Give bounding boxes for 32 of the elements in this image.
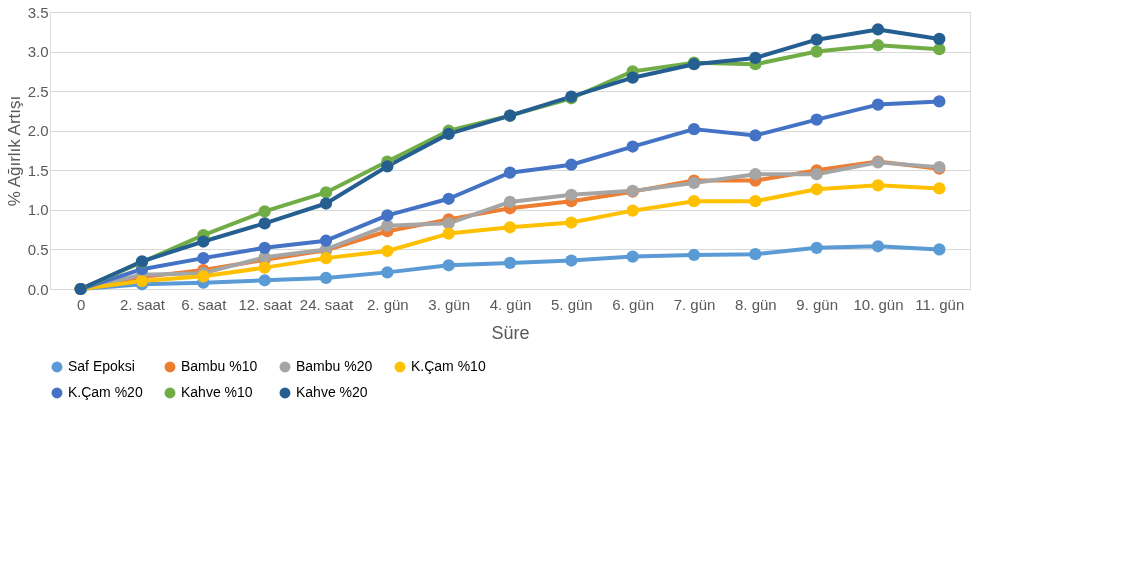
y-tick-label: 3.5 xyxy=(27,3,49,21)
x-tick-label: 12. saat xyxy=(238,295,293,313)
x-tick-label: 6. saat xyxy=(181,295,228,313)
legend-label: Kahve %10 xyxy=(181,384,253,400)
legend-label: Saf Epoksi xyxy=(68,358,135,374)
x-tick-label: 4. gün xyxy=(489,295,532,313)
x-tick-label: 8. gün xyxy=(734,295,777,313)
legend-label: K.Çam %10 xyxy=(411,358,486,374)
y-tick-label: 0.5 xyxy=(27,240,49,258)
x-tick-label: 5. gün xyxy=(550,295,593,313)
y-axis-title: % Ağırlık Artışı xyxy=(4,95,24,207)
x-tick-label: 6. gün xyxy=(612,295,655,313)
x-tick-label: 0 xyxy=(76,295,86,313)
x-tick-label: 10. gün xyxy=(853,295,904,313)
x-tick-label: 7. gün xyxy=(673,295,716,313)
x-tick-label: 24. saat xyxy=(299,295,355,313)
x-tick-label: 3. gün xyxy=(428,295,471,313)
legend-label: Bambu %10 xyxy=(181,358,258,374)
y-tick-label: 1.0 xyxy=(27,201,49,219)
x-tick-label: 2. gün xyxy=(366,295,409,313)
x-tick-label: 11. gün xyxy=(915,295,965,313)
y-tick-label: 3.0 xyxy=(27,43,49,61)
legend-label: Bambu %20 xyxy=(296,358,373,374)
x-tick-label: 9. gün xyxy=(796,295,839,313)
y-tick-label: 1.5 xyxy=(27,161,49,179)
x-axis-title: Süre xyxy=(491,322,530,343)
y-tick-label: 0.0 xyxy=(27,280,49,298)
legend-label: Kahve %20 xyxy=(296,384,368,400)
y-tick-label: 2.5 xyxy=(27,82,49,100)
legend-label: K.Çam %20 xyxy=(68,384,143,400)
y-tick-label: 2.0 xyxy=(27,122,49,140)
x-tick-label: 2. saat xyxy=(119,295,166,313)
